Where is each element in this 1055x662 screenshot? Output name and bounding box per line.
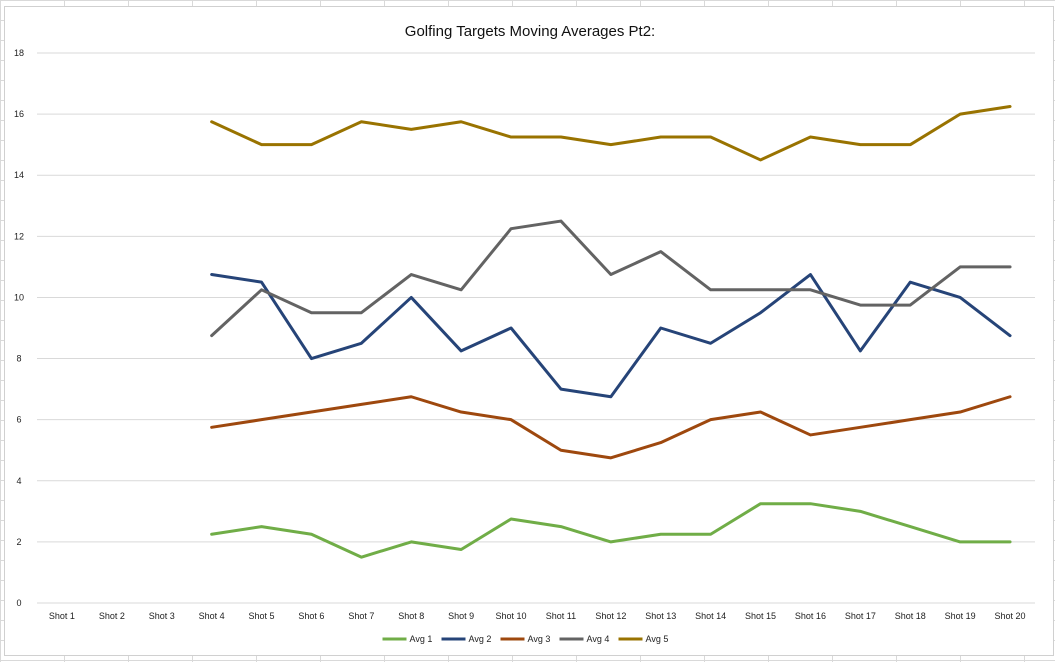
x-tick-label: Shot 15: [745, 611, 776, 621]
y-axis-tick-labels: 0 2 4 6 8 10 12 14 16 18: [14, 48, 24, 608]
x-tick-label: Shot 5: [249, 611, 275, 621]
x-tick-label: Shot 19: [945, 611, 976, 621]
y-tick-label: 18: [14, 48, 24, 58]
y-tick-label: 8: [16, 354, 21, 364]
x-tick-label: Shot 3: [149, 611, 175, 621]
x-tick-label: Shot 10: [496, 611, 527, 621]
y-tick-label: 4: [16, 476, 21, 486]
y-tick-label: 2: [16, 537, 21, 547]
legend-label: Avg 4: [587, 634, 610, 644]
y-tick-label: 10: [14, 292, 24, 302]
x-tick-label: Shot 13: [645, 611, 676, 621]
legend-label: Avg 3: [528, 634, 551, 644]
x-tick-label: Shot 20: [995, 611, 1026, 621]
line-chart: Golfing Targets Moving Averages Pt2: 0 2 4…: [14, 23, 1035, 644]
legend-label: Avg 2: [469, 634, 492, 644]
gridlines: [37, 52, 1035, 604]
x-tick-label: Shot 1: [49, 611, 75, 621]
series-line-avg-2: [210, 273, 1012, 399]
x-tick-label: Shot 17: [845, 611, 876, 621]
y-tick-label: 14: [14, 170, 24, 180]
x-axis-tick-labels: Shot 1 Shot 2 Shot 3 Shot 4 Shot 5 Shot 6 Shot…: [49, 611, 1026, 621]
y-tick-label: 16: [14, 109, 24, 119]
x-tick-label: Shot 11: [546, 611, 576, 621]
chart-title: Golfing Targets Moving Averages Pt2:: [405, 23, 655, 40]
y-tick-label: 0: [16, 598, 21, 608]
x-tick-label: Shot 7: [348, 611, 374, 621]
legend: Avg 1 Avg 2 Avg 3 Avg 4 Avg 5: [382, 634, 669, 644]
legend-label: Avg 5: [646, 634, 669, 644]
series-lines: [210, 104, 1012, 559]
x-tick-label: Shot 9: [448, 611, 474, 621]
y-tick-label: 6: [16, 415, 21, 425]
x-tick-label: Shot 12: [595, 611, 626, 621]
x-tick-label: Shot 2: [99, 611, 125, 621]
series-line-avg-1: [210, 502, 1012, 559]
legend-label: Avg 1: [410, 634, 433, 644]
x-tick-label: Shot 4: [199, 611, 225, 621]
y-tick-label: 12: [14, 231, 24, 241]
chart-area[interactable]: Golfing Targets Moving Averages Pt2: 0 2 4…: [4, 6, 1054, 656]
x-tick-label: Shot 8: [398, 611, 424, 621]
series-line-avg-5: [210, 104, 1012, 162]
series-line-avg-3: [210, 395, 1012, 460]
x-tick-label: Shot 16: [795, 611, 826, 621]
x-tick-label: Shot 18: [895, 611, 926, 621]
x-tick-label: Shot 14: [695, 611, 726, 621]
series-line-avg-4: [210, 219, 1012, 338]
x-tick-label: Shot 6: [298, 611, 324, 621]
